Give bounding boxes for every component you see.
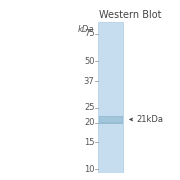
Text: 25: 25 bbox=[84, 103, 94, 112]
Text: 50: 50 bbox=[84, 57, 94, 66]
Text: 15: 15 bbox=[84, 138, 94, 147]
Text: 20: 20 bbox=[84, 118, 94, 127]
Bar bbox=[98, 22, 123, 173]
Text: 10: 10 bbox=[84, 165, 94, 174]
Text: kDa: kDa bbox=[78, 25, 94, 34]
Bar bbox=[99, 116, 123, 124]
Text: Western Blot: Western Blot bbox=[98, 10, 161, 20]
Text: 37: 37 bbox=[84, 77, 94, 86]
Bar bbox=[100, 117, 122, 122]
Text: 75: 75 bbox=[84, 29, 95, 38]
Text: 21kDa: 21kDa bbox=[136, 115, 163, 124]
